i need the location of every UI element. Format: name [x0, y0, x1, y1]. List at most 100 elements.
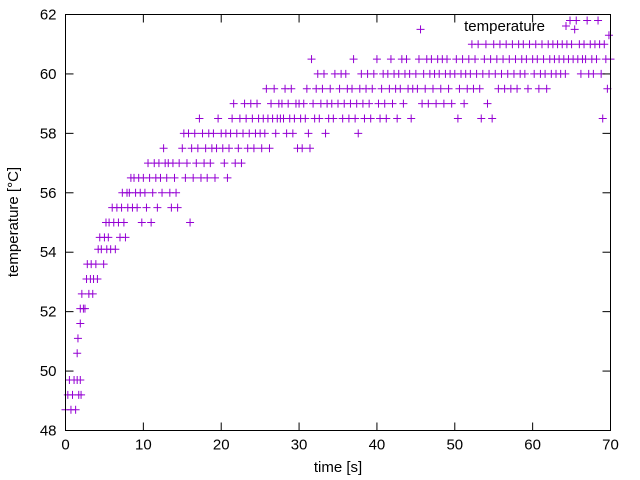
- data-point: [80, 304, 89, 313]
- x-tick-label: 50: [446, 437, 463, 454]
- data-point: [140, 188, 149, 197]
- data-point: [542, 84, 551, 93]
- data-point: [77, 390, 86, 399]
- data-point: [186, 218, 195, 227]
- data-point: [411, 69, 420, 78]
- x-tick-label: 20: [213, 437, 230, 454]
- data-point: [576, 69, 585, 78]
- data-point: [142, 203, 151, 212]
- data-point: [436, 84, 445, 93]
- data-point: [393, 114, 402, 123]
- data-point: [326, 84, 335, 93]
- x-tick-label: 10: [135, 437, 152, 454]
- data-point: [299, 99, 308, 108]
- data-point: [520, 69, 529, 78]
- data-point: [214, 114, 223, 123]
- data-point: [315, 114, 324, 123]
- data-point: [209, 129, 218, 138]
- data-point: [181, 173, 190, 182]
- data-point: [318, 84, 327, 93]
- data-point: [443, 55, 451, 64]
- x-tick-label: 0: [61, 437, 69, 454]
- data-point: [228, 114, 237, 123]
- data-point: [483, 99, 492, 108]
- data-point: [598, 114, 607, 123]
- data-point: [365, 99, 374, 108]
- data-point: [262, 84, 271, 93]
- data-point: [302, 84, 311, 93]
- data-point: [307, 55, 316, 64]
- y-tick-label: 52: [40, 304, 57, 321]
- x-tick-label: 40: [369, 437, 386, 454]
- data-point: [594, 16, 603, 25]
- data-point: [267, 99, 276, 108]
- data-point: [104, 233, 113, 242]
- marks-layer: [61, 16, 615, 414]
- data-point: [414, 55, 423, 64]
- data-point: [402, 55, 411, 64]
- data-point: [190, 129, 199, 138]
- data-point: [432, 99, 441, 108]
- data-point: [382, 114, 391, 123]
- data-point: [561, 69, 570, 78]
- data-point: [471, 55, 480, 64]
- data-point: [309, 99, 318, 108]
- x-tick-label: 60: [524, 437, 541, 454]
- y-ticks: 48 50 52 54 56 58 60 62: [40, 7, 611, 440]
- data-point: [265, 144, 274, 153]
- data-point: [600, 40, 609, 49]
- data-point: [329, 114, 338, 123]
- data-point: [396, 84, 405, 93]
- y-tick-label: 48: [40, 423, 57, 440]
- data-point: [301, 114, 310, 123]
- x-axis-label: time [s]: [314, 459, 362, 476]
- data-point: [223, 173, 232, 182]
- data-point: [424, 99, 433, 108]
- data-point: [287, 84, 296, 93]
- data-point: [368, 84, 377, 93]
- data-point: [159, 144, 168, 153]
- data-point: [305, 144, 314, 153]
- data-point: [88, 289, 97, 298]
- data-point: [592, 55, 601, 64]
- data-point: [249, 144, 258, 153]
- data-point: [229, 99, 238, 108]
- data-point: [137, 218, 146, 227]
- data-point: [421, 84, 430, 93]
- data-point: [99, 260, 108, 269]
- x-tick-label: 30: [291, 437, 308, 454]
- data-point: [513, 84, 522, 93]
- data-point: [341, 69, 350, 78]
- data-point: [349, 55, 358, 64]
- data-point: [407, 114, 416, 123]
- data-point: [447, 99, 456, 108]
- data-point: [182, 159, 191, 168]
- data-point: [570, 25, 579, 34]
- data-point: [351, 114, 360, 123]
- data-point: [189, 173, 198, 182]
- data-point: [192, 159, 201, 168]
- data-point: [481, 40, 490, 49]
- data-point: [455, 84, 464, 93]
- data-point: [220, 159, 229, 168]
- data-point: [413, 84, 422, 93]
- data-point: [428, 84, 437, 93]
- y-tick-label: 60: [40, 66, 57, 83]
- y-axis-label: temperature [°C]: [5, 167, 22, 277]
- data-point: [133, 203, 142, 212]
- x-ticks: 0 10 20 30 40 50 60 70: [61, 14, 619, 454]
- data-point: [73, 334, 82, 343]
- data-point: [460, 99, 469, 108]
- legend-marker: [562, 22, 570, 30]
- data-point: [162, 173, 171, 182]
- data-point: [380, 99, 389, 108]
- data-point: [195, 114, 204, 123]
- data-point: [148, 188, 157, 197]
- data-point: [416, 25, 425, 34]
- data-point: [257, 144, 266, 153]
- data-point: [193, 144, 202, 153]
- y-tick-label: 54: [40, 244, 57, 261]
- data-point: [348, 84, 357, 93]
- y-tick-label: 56: [40, 185, 57, 202]
